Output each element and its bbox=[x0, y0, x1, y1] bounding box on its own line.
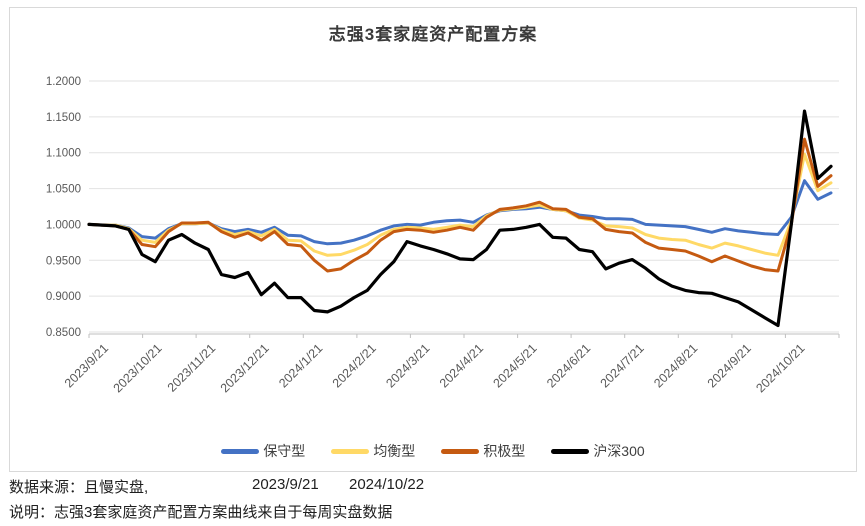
series-line-2 bbox=[87, 137, 833, 273]
y-axis-tick-label: 1.1000 bbox=[46, 148, 81, 160]
legend-item-3: 沪深300 bbox=[551, 441, 645, 461]
chart-title: 志强3套家庭资产配置方案 bbox=[328, 25, 538, 44]
x-axis-tick-label: 2024/5/21 bbox=[490, 341, 539, 390]
y-axis-tick-label: 0.9500 bbox=[46, 255, 81, 267]
legend-label: 均衡型 bbox=[373, 443, 416, 459]
x-axis-tick-label: 2023/10/21 bbox=[111, 341, 165, 395]
chart-legend: 保守型 均衡型 积极型 沪深300 bbox=[10, 440, 856, 462]
legend-swatch-icon bbox=[221, 448, 260, 454]
legend-item-2: 积极型 bbox=[441, 441, 525, 461]
series-line-0 bbox=[87, 179, 833, 246]
x-axis-tick-label: 2024/7/21 bbox=[598, 341, 647, 390]
footer-source-line: 数据来源：且慢实盘, 2023/9/21 2024/10/22 bbox=[9, 476, 855, 496]
data-source-label: 数据来源：且慢实盘, bbox=[9, 479, 149, 496]
data-source-end-date: 2024/10/22 bbox=[349, 476, 425, 493]
legend-swatch-icon bbox=[441, 448, 480, 454]
y-axis-tick-label: 0.9000 bbox=[46, 291, 81, 303]
series-line-1 bbox=[87, 152, 833, 257]
legend-swatch-icon bbox=[551, 448, 590, 454]
series-line-3 bbox=[87, 109, 833, 328]
y-axis-tick-label: 1.1500 bbox=[46, 112, 81, 124]
x-axis-tick-label: 2024/2/21 bbox=[330, 341, 379, 390]
x-axis-tick-label: 2023/11/21 bbox=[165, 341, 219, 395]
x-axis-tick-label: 2024/3/21 bbox=[383, 341, 432, 390]
x-axis-tick-label: 2024/8/21 bbox=[651, 341, 700, 390]
legend-item-0: 保守型 bbox=[221, 441, 305, 461]
legend-swatch-icon bbox=[331, 448, 370, 454]
y-axis-tick-label: 1.2000 bbox=[46, 76, 81, 88]
x-axis-tick-label: 2024/10/21 bbox=[753, 341, 807, 395]
legend-label: 积极型 bbox=[483, 443, 526, 459]
data-source-start-date: 2023/9/21 bbox=[252, 476, 319, 493]
y-axis-tick-label: 0.8500 bbox=[46, 327, 81, 339]
footer-note-line: 说明：志强3套家庭资产配置方案曲线来自于每周实盘数据 bbox=[9, 504, 393, 521]
x-axis-tick-label: 2023/12/21 bbox=[218, 341, 272, 395]
legend-label: 沪深300 bbox=[593, 443, 645, 459]
legend-label: 保守型 bbox=[263, 443, 306, 459]
x-axis-tick-label: 2024/9/21 bbox=[705, 341, 754, 390]
y-axis-tick-label: 1.0500 bbox=[46, 184, 81, 196]
legend-item-1: 均衡型 bbox=[331, 441, 415, 461]
plot-area: 1.2000 1.1500 1.1000 1.0500 1.0000 0.9500 0.90… bbox=[46, 76, 840, 395]
chart-container[interactable]: 1.2000 1.1500 1.1000 1.0500 1.0000 0.9500 0.90… bbox=[9, 7, 857, 472]
x-axis-tick-label: 2024/4/21 bbox=[437, 341, 486, 390]
x-axis-tick-label: 2024/1/21 bbox=[276, 341, 325, 390]
x-axis-tick-label: 2023/9/21 bbox=[62, 341, 111, 390]
y-axis-tick-label: 1.0000 bbox=[46, 219, 81, 231]
chart-footer: 数据来源：且慢实盘, 2023/9/21 2024/10/22 说明：志强3套家… bbox=[9, 474, 855, 524]
x-axis-tick-label: 2024/6/21 bbox=[544, 341, 593, 390]
